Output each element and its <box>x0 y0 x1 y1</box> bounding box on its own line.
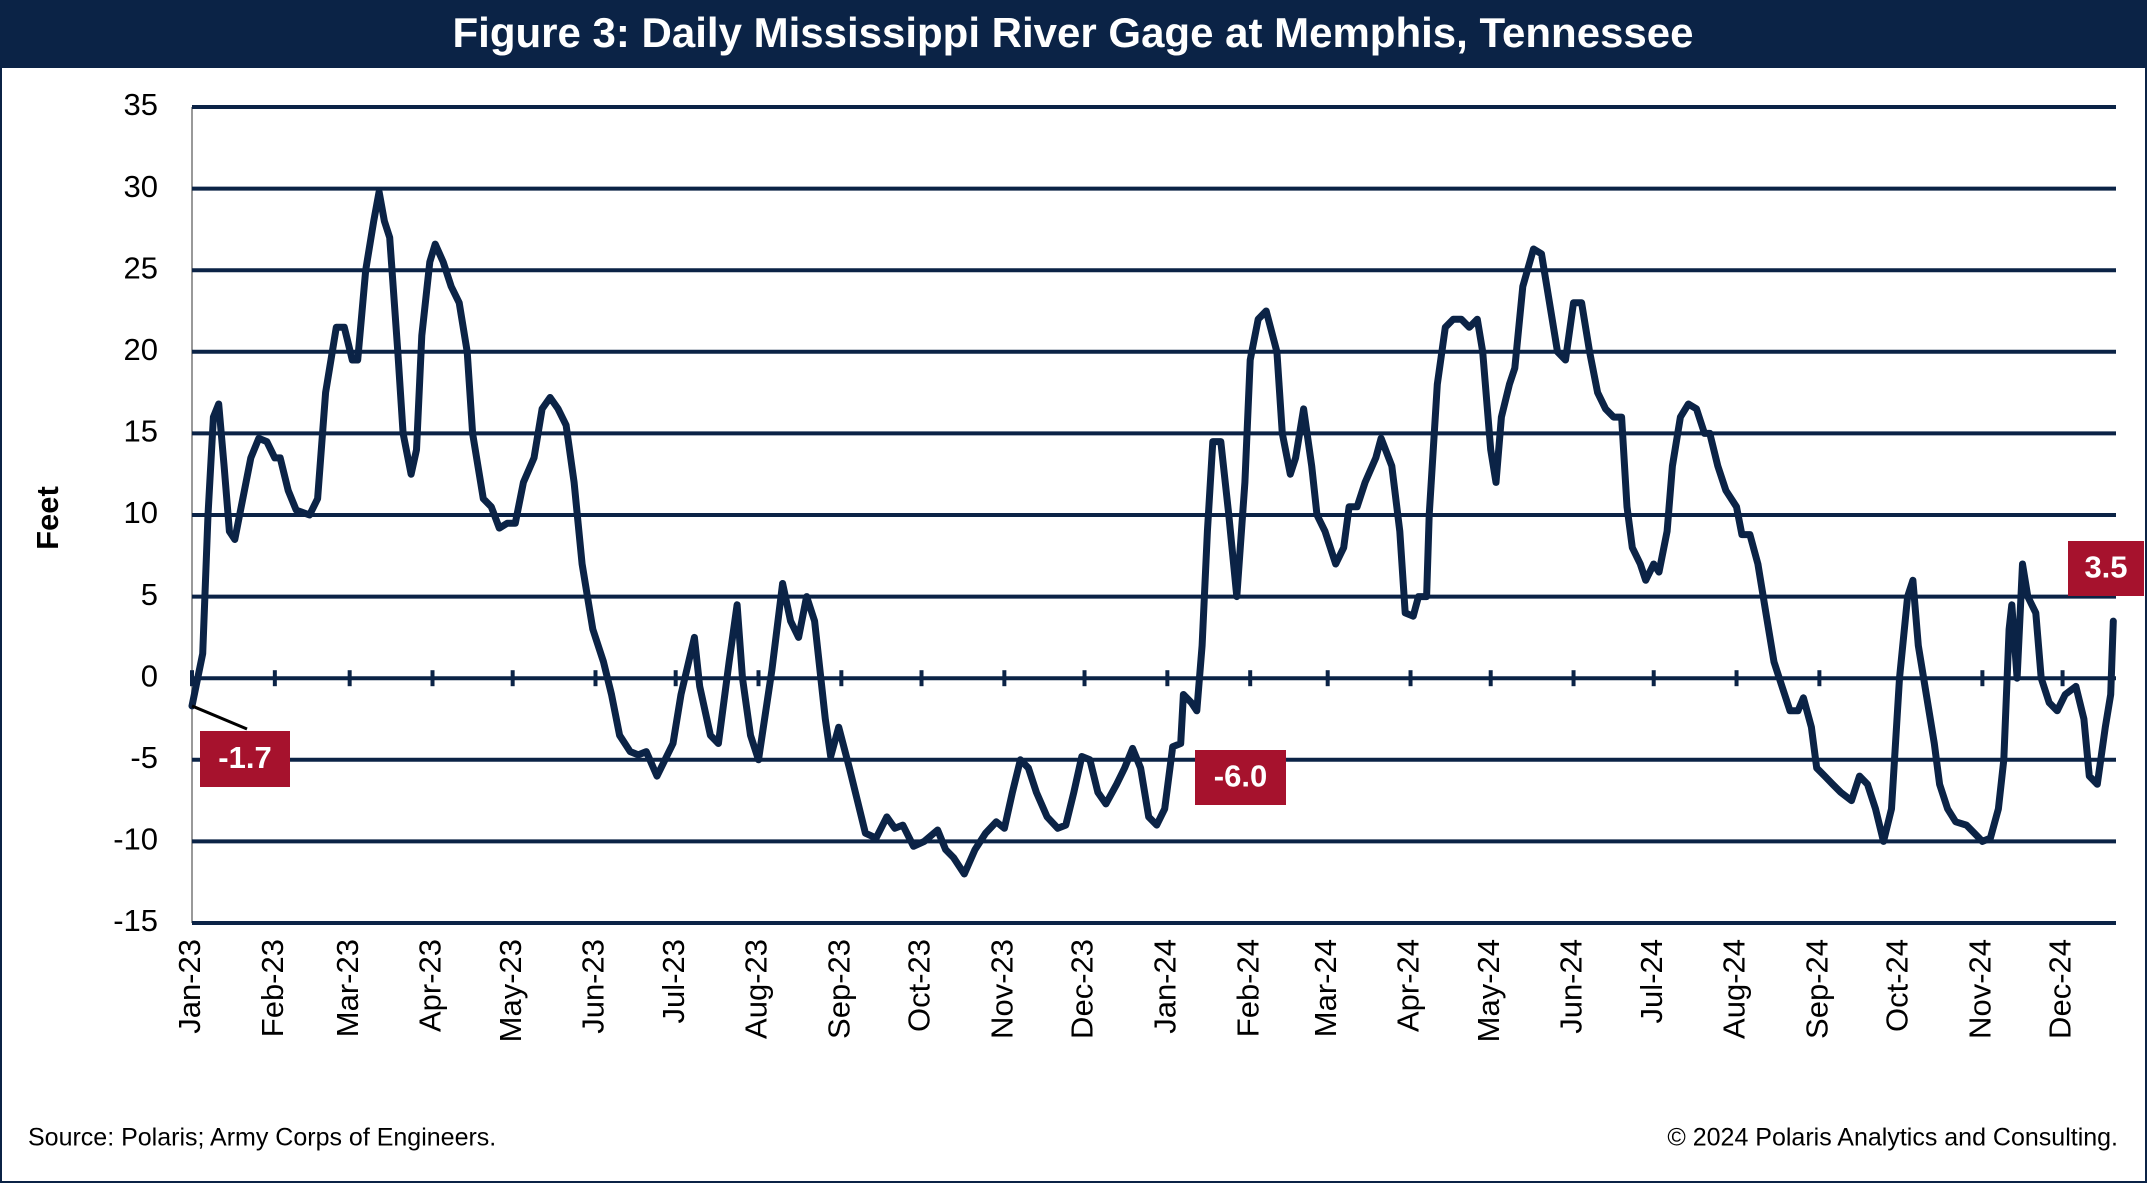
y-tick-label: 35 <box>124 87 158 122</box>
copyright-note: © 2024 Polaris Analytics and Consulting. <box>1667 1124 2118 1152</box>
y-tick-label: 0 <box>141 658 158 693</box>
source-note: Source: Polaris; Army Corps of Engineers… <box>28 1124 496 1152</box>
annotation: 3.5 <box>2084 550 2127 585</box>
x-tick-label: Feb-24 <box>1230 939 1265 1037</box>
data-line <box>188 188 2117 878</box>
x-tick-label: Jun-24 <box>1554 939 1589 1034</box>
y-axis-label: Feet <box>30 486 65 550</box>
y-tick-label: 15 <box>124 414 158 449</box>
x-tick-label: Dec-23 <box>1065 939 1100 1039</box>
annotation: -1.7 <box>218 740 271 775</box>
y-tick-label: 5 <box>141 577 158 612</box>
x-tick-label: Mar-23 <box>330 939 365 1037</box>
x-tick-label: Nov-23 <box>985 939 1020 1039</box>
x-tick-label: Jul-23 <box>656 939 691 1023</box>
chart-title: Figure 3: Daily Mississippi River Gage a… <box>453 9 1694 56</box>
x-tick-label: Apr-24 <box>1391 939 1426 1032</box>
y-tick-label: 20 <box>124 332 158 367</box>
x-tick-label: Jan-24 <box>1148 939 1183 1034</box>
x-tick-label: Jul-24 <box>1634 939 1669 1023</box>
annotations: -1.7 -6.0 3.5 <box>191 541 2144 805</box>
x-tick-label: Feb-23 <box>255 939 290 1037</box>
x-tick-label: Sep-24 <box>1800 939 1835 1039</box>
leader-line <box>191 704 248 731</box>
grid: -15 -10 -5 0 5 10 15 20 25 30 35 Jan-23 Feb-23 Mar-23… <box>113 87 2116 1042</box>
x-tick-label: Sep-23 <box>822 939 857 1039</box>
x-tick-label: Oct-23 <box>902 939 937 1032</box>
x-tick-label: Jun-23 <box>576 939 611 1034</box>
x-tick-label: Nov-24 <box>1963 939 1998 1039</box>
x-tick-label: May-23 <box>493 939 528 1042</box>
annotation-box <box>2068 541 2144 596</box>
y-tick-label: -15 <box>113 903 158 938</box>
x-tick-label: Mar-24 <box>1308 939 1343 1037</box>
x-tick-label: Apr-23 <box>413 939 448 1032</box>
annotation-box <box>200 731 290 787</box>
plot-area <box>188 188 2117 878</box>
x-tick-label: May-24 <box>1471 939 1506 1042</box>
y-tick-label: 30 <box>124 169 158 204</box>
y-tick-label: -10 <box>113 822 158 857</box>
title-bar <box>0 0 2147 68</box>
annotation-box <box>1195 750 1286 805</box>
x-tick-label: Dec-24 <box>2043 939 2078 1039</box>
annotation: -6.0 <box>1214 759 1267 794</box>
x-tick-label: Aug-24 <box>1717 939 1752 1039</box>
x-tick-label: Oct-24 <box>1880 939 1915 1032</box>
x-tick-label: Aug-23 <box>739 939 774 1039</box>
y-tick-label: 25 <box>124 250 158 285</box>
y-tick-label: -5 <box>130 740 158 775</box>
y-tick-label: 10 <box>124 495 158 530</box>
x-tick-label: Jan-23 <box>172 939 207 1034</box>
